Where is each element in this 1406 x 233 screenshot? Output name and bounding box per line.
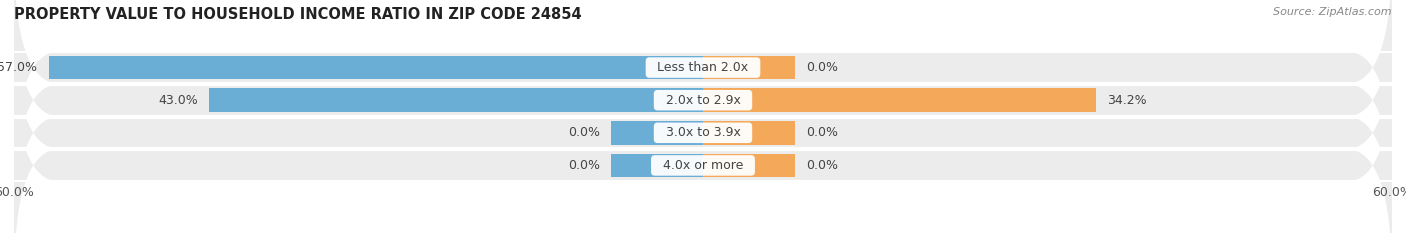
Text: 57.0%: 57.0%	[0, 61, 37, 74]
Text: 0.0%: 0.0%	[807, 61, 838, 74]
Text: 3.0x to 3.9x: 3.0x to 3.9x	[658, 126, 748, 139]
Bar	[703, 154, 794, 177]
FancyBboxPatch shape	[14, 51, 1392, 233]
Text: 2.0x to 2.9x: 2.0x to 2.9x	[658, 94, 748, 107]
Text: 0.0%: 0.0%	[807, 159, 838, 172]
Text: 43.0%: 43.0%	[157, 94, 198, 107]
Text: PROPERTY VALUE TO HOUSEHOLD INCOME RATIO IN ZIP CODE 24854: PROPERTY VALUE TO HOUSEHOLD INCOME RATIO…	[14, 7, 582, 22]
FancyBboxPatch shape	[14, 0, 1392, 182]
Text: 0.0%: 0.0%	[568, 126, 599, 139]
Text: 34.2%: 34.2%	[1107, 94, 1147, 107]
Bar	[703, 56, 794, 79]
Bar	[612, 121, 703, 144]
Bar	[612, 154, 703, 177]
Text: Source: ZipAtlas.com: Source: ZipAtlas.com	[1274, 7, 1392, 17]
Bar	[209, 89, 703, 112]
Text: 0.0%: 0.0%	[568, 159, 599, 172]
Text: 0.0%: 0.0%	[807, 126, 838, 139]
FancyBboxPatch shape	[14, 19, 1392, 233]
Text: Less than 2.0x: Less than 2.0x	[650, 61, 756, 74]
Bar	[703, 89, 1095, 112]
Bar	[703, 121, 794, 144]
Bar	[48, 56, 703, 79]
FancyBboxPatch shape	[14, 0, 1392, 214]
Text: 4.0x or more: 4.0x or more	[655, 159, 751, 172]
